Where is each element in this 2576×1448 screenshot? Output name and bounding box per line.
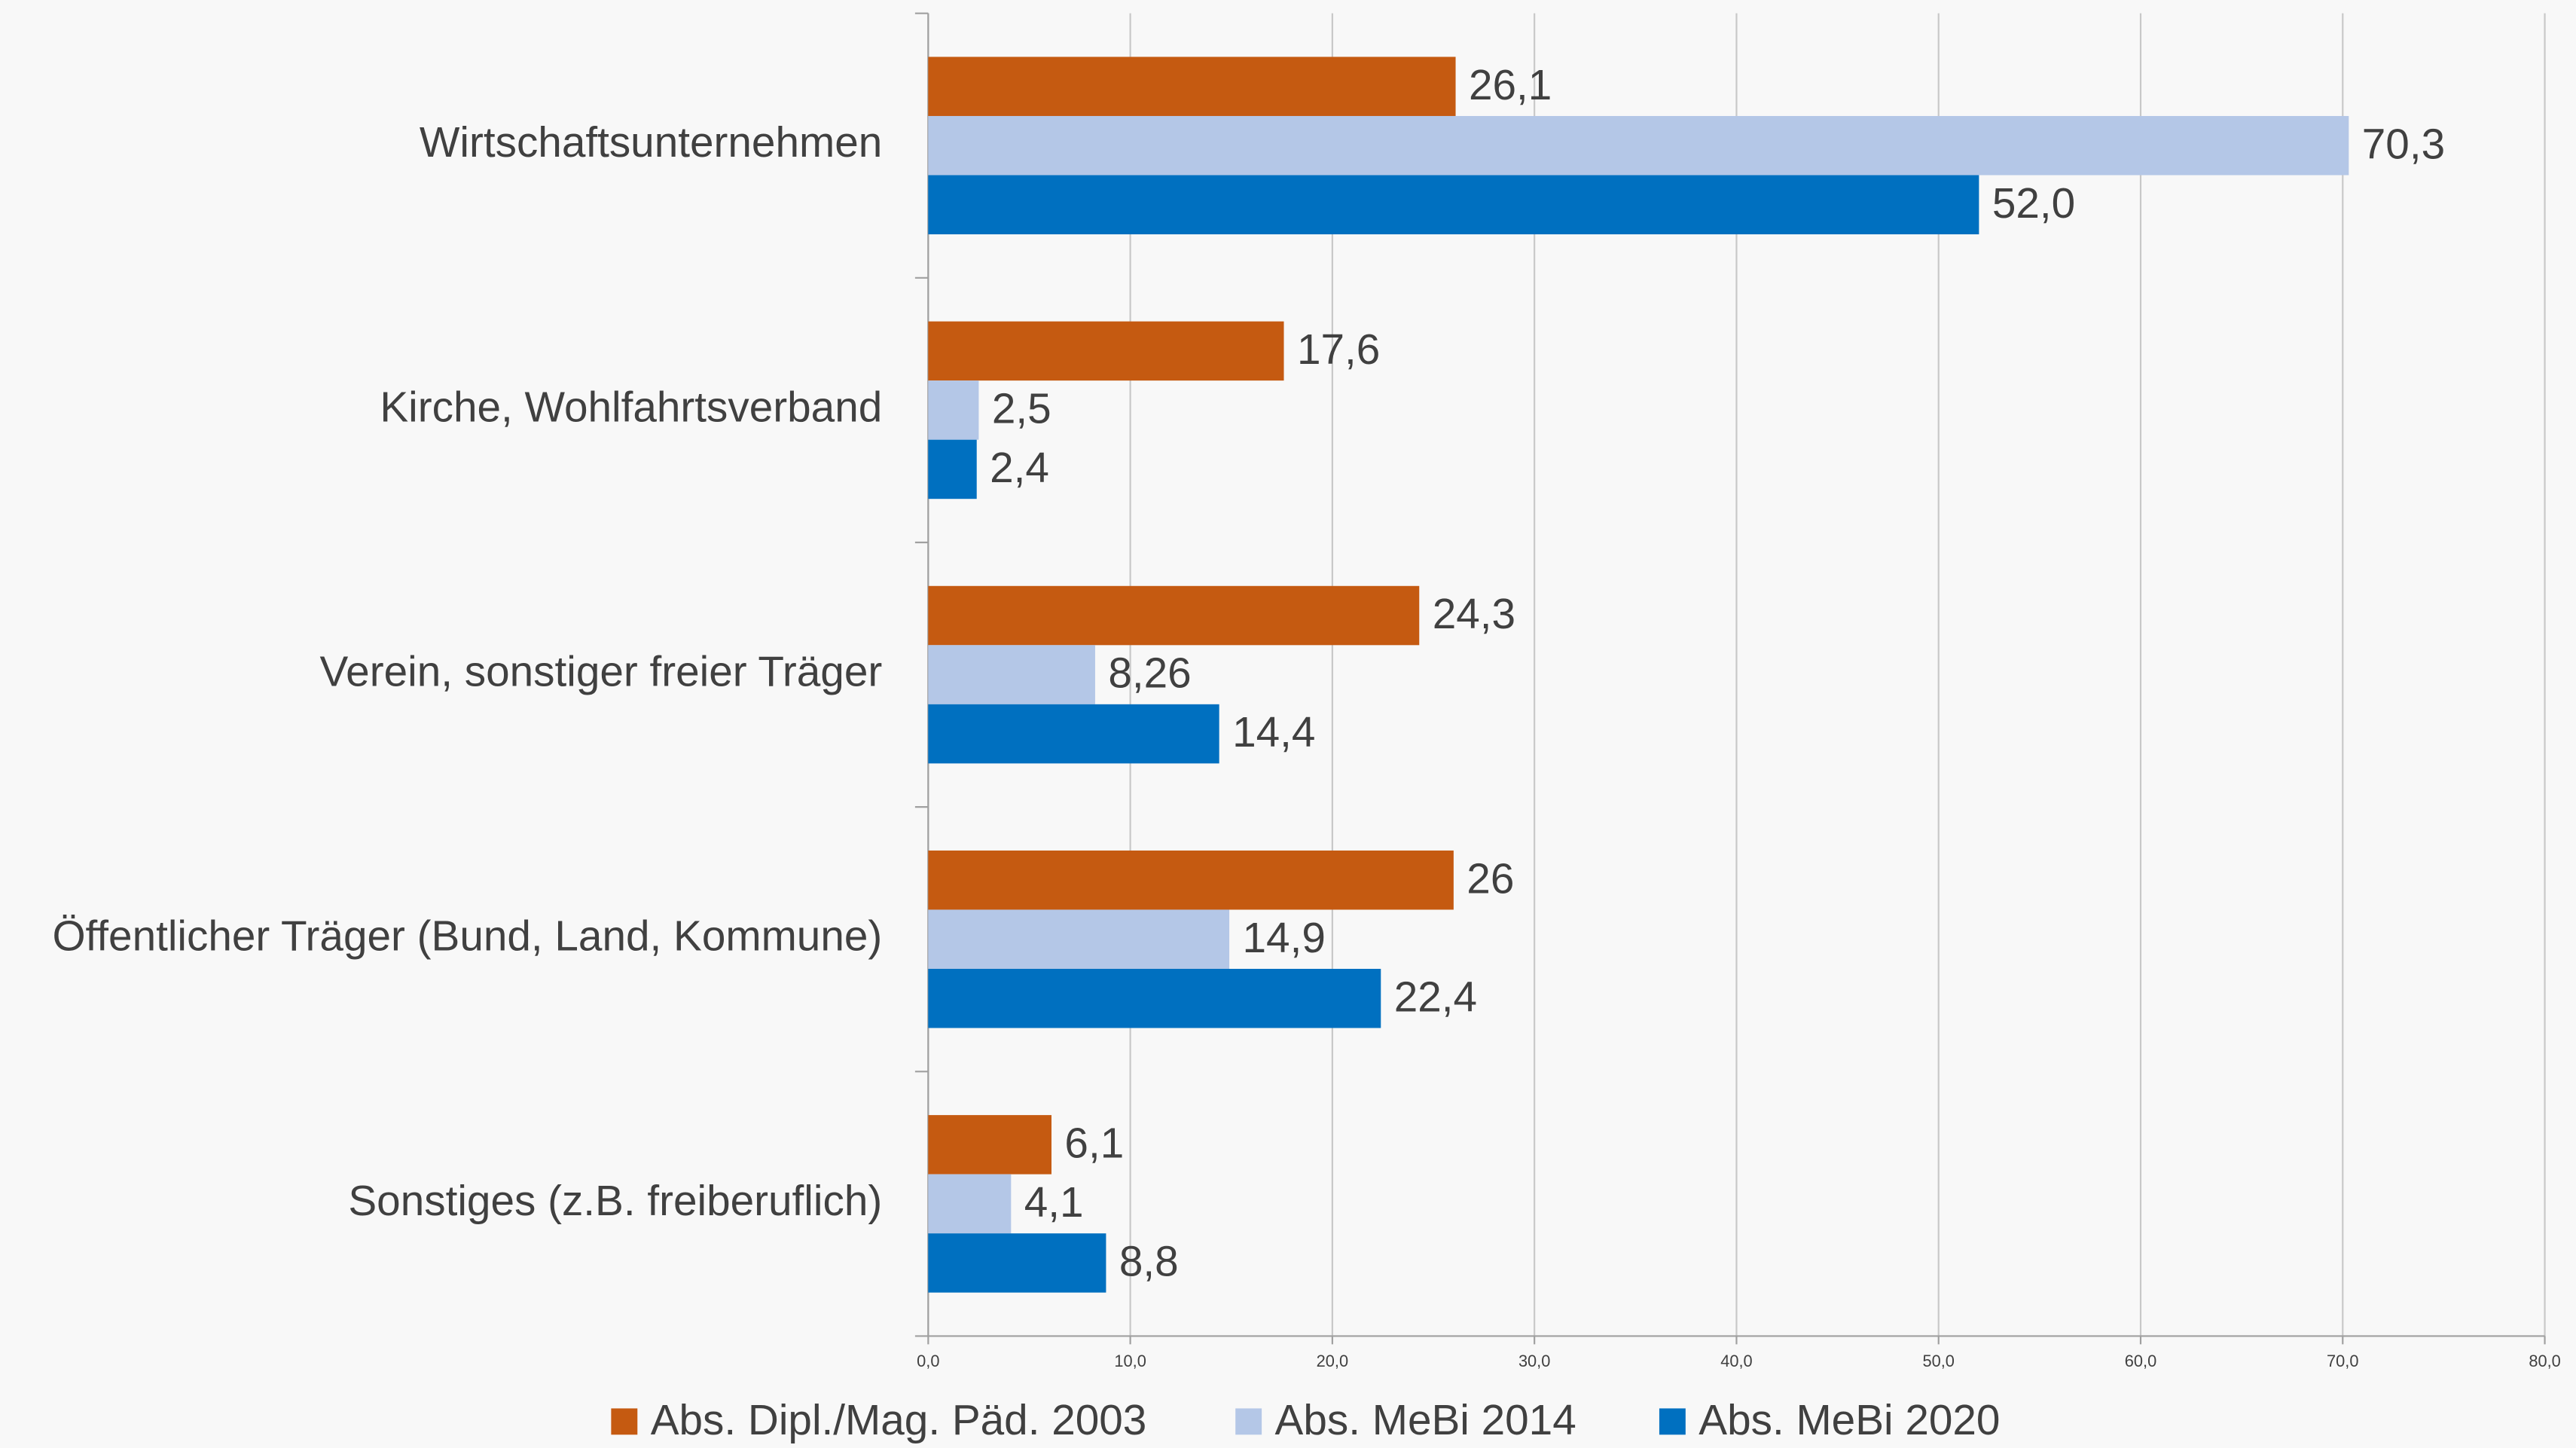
bar: [928, 1233, 1106, 1293]
legend-swatch: [1235, 1408, 1262, 1435]
value-label: 14,4: [1232, 709, 1315, 756]
x-tick-label: 40,0: [1720, 1352, 1752, 1370]
x-tick-label: 80,0: [2529, 1352, 2560, 1370]
bar: [928, 380, 979, 440]
bar: [928, 704, 1219, 764]
value-label: 26: [1467, 855, 1514, 903]
value-label: 6,1: [1064, 1120, 1124, 1168]
value-label: 17,6: [1297, 326, 1380, 374]
bar: [928, 1115, 1051, 1175]
value-label: 26,1: [1469, 62, 1552, 109]
legend-swatch: [611, 1408, 638, 1435]
x-tick-label: 0,0: [917, 1352, 939, 1370]
bar: [928, 909, 1230, 969]
value-label: 24,3: [1433, 591, 1515, 638]
bar: [928, 439, 977, 499]
value-label: 52,0: [1992, 180, 2075, 228]
bar: [928, 115, 2349, 176]
value-label: 70,3: [2362, 121, 2445, 168]
bar: [928, 968, 1381, 1028]
x-tick-label: 50,0: [1923, 1352, 1955, 1370]
value-label: 2,4: [990, 444, 1049, 492]
bar: [928, 1174, 1012, 1234]
bar: [928, 850, 1454, 910]
x-tick-label: 70,0: [2327, 1352, 2358, 1370]
value-label: 8,26: [1108, 650, 1191, 698]
category-label: Sonstiges (z.B. freiberuflich): [348, 1178, 882, 1225]
legend-label: Abs. Dipl./Mag. Päd. 2003: [651, 1397, 1147, 1444]
value-label: 14,9: [1243, 915, 1326, 962]
category-label: Kirche, Wohlfahrtsverband: [380, 383, 882, 431]
category-label: Verein, sonstiger freier Träger: [320, 649, 883, 696]
x-tick-label: 20,0: [1317, 1352, 1348, 1370]
x-tick-label: 10,0: [1114, 1352, 1146, 1370]
category-label: Öffentlicher Träger (Bund, Land, Kommune…: [52, 913, 882, 961]
bar: [928, 321, 1284, 381]
value-label: 22,4: [1394, 973, 1477, 1021]
legend-label: Abs. MeBi 2020: [1699, 1397, 2000, 1444]
bar: [928, 585, 1420, 646]
bar: [928, 57, 1456, 116]
legend-swatch: [1659, 1408, 1686, 1435]
bar: [928, 175, 1979, 235]
legend-label: Abs. MeBi 2014: [1275, 1397, 1576, 1444]
value-label: 2,5: [992, 386, 1051, 433]
value-label: 4,1: [1024, 1179, 1084, 1227]
x-tick-label: 60,0: [2125, 1352, 2156, 1370]
category-label: Wirtschaftsunternehmen: [420, 119, 882, 166]
value-label: 8,8: [1119, 1239, 1179, 1286]
x-tick-label: 30,0: [1518, 1352, 1550, 1370]
bar: [928, 645, 1095, 704]
